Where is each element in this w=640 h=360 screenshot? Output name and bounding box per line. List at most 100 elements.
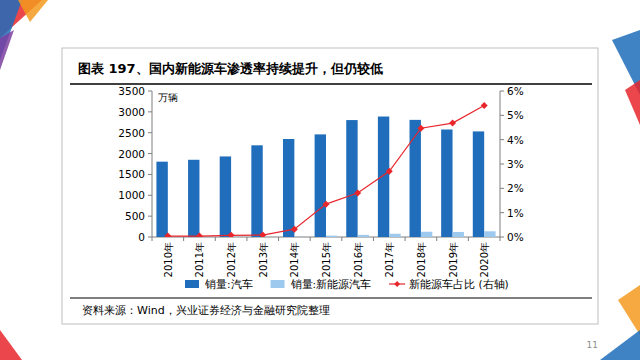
bar (156, 162, 167, 237)
x-tick-label: 2013年 (258, 242, 269, 277)
y2-tick (500, 115, 504, 116)
bar (326, 236, 337, 237)
x-tick (183, 237, 184, 241)
slide: 图表 197、国内新能源车渗透率持续提升，但仍较低 0 500 1000 1500 200… (0, 0, 640, 360)
deco-triangle (0, 30, 14, 70)
plot-area (156, 102, 495, 237)
y2-tick-label: 4% (507, 134, 524, 146)
y2-tick-label: 6% (507, 85, 524, 97)
y-axis-label: 万辆 (158, 92, 178, 103)
y-tick (148, 111, 152, 112)
x-tick (246, 237, 247, 241)
y-tick-label: 2000 (118, 148, 145, 160)
y2-tick (500, 91, 504, 92)
bar (251, 145, 262, 237)
y-tick-label: 2500 (118, 127, 145, 139)
x-tick-label: 2017年 (384, 242, 395, 277)
y-tick (148, 91, 152, 92)
x-tick-label: 2010年 (163, 242, 174, 277)
bar (473, 131, 484, 237)
bar (453, 232, 464, 237)
y2-tick (500, 188, 504, 189)
y-tick (148, 237, 152, 238)
y-tick (148, 132, 152, 133)
y-axis (152, 91, 153, 237)
deco-triangle (18, 0, 48, 22)
bar (315, 134, 326, 237)
legend-marker (394, 281, 400, 287)
bar (378, 117, 389, 237)
y-tick-label: 1000 (118, 189, 145, 201)
frame (62, 48, 598, 324)
marker (386, 168, 393, 175)
bar (346, 120, 357, 237)
marker (164, 233, 171, 237)
bar (389, 234, 400, 237)
source: 资料来源：Wind，兴业证券经济与金融研究院整理 (82, 304, 330, 317)
y-tick-label: 0 (138, 231, 145, 243)
marker (481, 102, 488, 109)
marker (259, 232, 266, 237)
y-tick (148, 174, 152, 175)
deco-triangle (600, 330, 640, 360)
deco-triangle (618, 285, 640, 335)
legend-label: 销量:汽车 (204, 278, 253, 290)
x-tick (500, 237, 501, 241)
legend-label: 新能源车占比 (右轴) (409, 278, 509, 290)
x-tick-label: 2018年 (416, 242, 427, 277)
y-tick (148, 216, 152, 217)
marker (196, 233, 203, 237)
x-tick (310, 237, 311, 241)
marker (354, 189, 361, 196)
x-tick-label: 2016年 (353, 242, 364, 277)
y2-tick (500, 139, 504, 140)
line (168, 106, 484, 236)
x-tick (278, 237, 279, 241)
deco-triangle (0, 330, 22, 360)
y-tick (148, 153, 152, 154)
marker (449, 120, 456, 127)
x-tick-label: 2014年 (289, 242, 300, 277)
y-tick-label: 500 (125, 210, 145, 222)
deco-triangle (625, 80, 640, 125)
title: 图表 197、国内新能源车渗透率持续提升，但仍较低 (78, 61, 383, 76)
x-tick-label: 2015年 (321, 242, 332, 277)
bar (188, 160, 199, 237)
bar (283, 139, 294, 237)
bar (220, 156, 231, 237)
bar (484, 231, 495, 237)
legend: 销量:汽车销量:新能源汽车新能源车占比 (右轴) (185, 278, 509, 290)
bar (421, 232, 432, 237)
y2-tick (500, 164, 504, 165)
legend-swatch (271, 280, 285, 288)
legend-swatch (185, 280, 199, 288)
bar (441, 130, 452, 237)
source-rule (70, 298, 592, 299)
x-tick-label: 2012年 (226, 242, 237, 277)
bar (294, 236, 305, 237)
bar (358, 235, 369, 237)
y2-tick-label: 3% (507, 158, 524, 170)
y2-tick-label: 1% (507, 207, 524, 219)
marker (417, 125, 424, 132)
x-tick (405, 237, 406, 241)
marker (291, 226, 298, 233)
y2-tick (500, 212, 504, 213)
decoration (0, 0, 640, 360)
x-tick (152, 237, 153, 241)
y2-tick-label: 5% (507, 109, 524, 121)
bar (410, 120, 421, 237)
x-tick (373, 237, 374, 241)
x-tick (436, 237, 437, 241)
y2-tick (500, 237, 504, 238)
x-tick (468, 237, 469, 241)
y-tick-label: 3500 (118, 85, 145, 97)
y2-tick-label: 2% (507, 182, 524, 194)
x-tick-label: 2020年 (479, 242, 490, 277)
marker (228, 232, 235, 237)
x-tick (215, 237, 216, 241)
x-tick-label: 2019年 (448, 242, 459, 277)
y-tick (148, 195, 152, 196)
x-tick-label: 2011年 (194, 242, 205, 277)
y-tick-label: 1500 (118, 168, 145, 180)
